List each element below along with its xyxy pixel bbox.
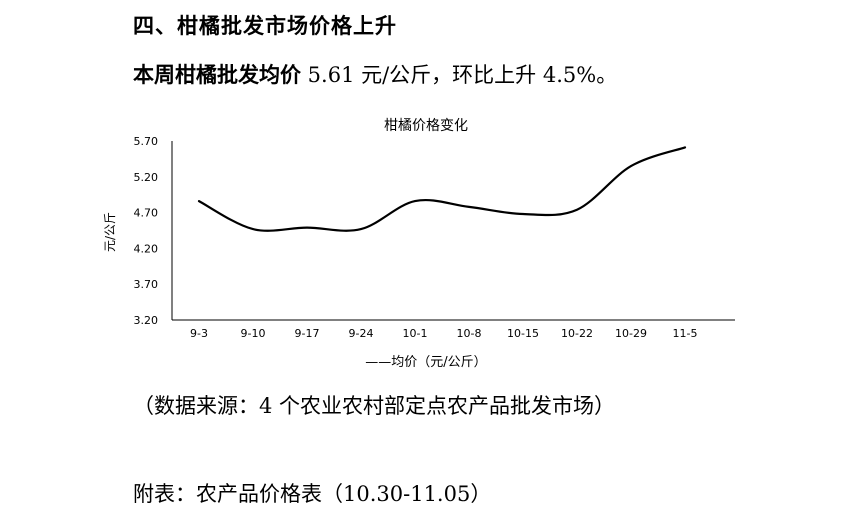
summary-label: 本周柑橘批发均价 <box>133 63 301 87</box>
legend-label: ——均价（元/公斤） <box>365 355 486 370</box>
section-heading: 四、柑橘批发市场价格上升 <box>133 14 397 38</box>
y-tick-label: 4.70 <box>134 207 159 220</box>
citrus-price-chart: 柑橘价格变化 元/公斤 5.70 5.20 4.70 4.20 3.70 3.20 9-3… <box>103 118 735 370</box>
x-tick-label: 10-29 <box>615 327 647 340</box>
appendix-caption: 附表：农产品价格表（10.30-11.05） <box>133 482 492 506</box>
summary-value-text: 5.61 元/公斤，环比上升 4.5%。 <box>301 63 618 87</box>
y-tick-label: 4.20 <box>134 242 159 255</box>
price-summary: 本周柑橘批发均价 5.61 元/公斤，环比上升 4.5%。 <box>133 59 617 89</box>
y-tick-label: 3.70 <box>134 278 159 291</box>
x-tick-label: 9-24 <box>349 327 374 340</box>
x-tick-label: 11-5 <box>673 327 698 340</box>
x-tick-label: 9-10 <box>241 327 266 340</box>
y-axis-label: 元/公斤 <box>103 212 117 252</box>
x-tick-label: 9-3 <box>190 327 208 340</box>
x-tick-label: 10-1 <box>403 327 428 340</box>
y-tick-label: 3.20 <box>134 314 159 327</box>
y-tick-label: 5.20 <box>134 171 159 184</box>
x-tick-label: 10-8 <box>457 327 482 340</box>
chart-title: 柑橘价格变化 <box>384 118 468 134</box>
y-tick-label: 5.70 <box>134 135 159 148</box>
y-tick-labels: 5.70 5.20 4.70 4.20 3.70 3.20 <box>134 135 159 327</box>
x-tick-label: 10-22 <box>561 327 593 340</box>
data-source-note: （数据来源：4 个农业农村部定点农产品批发市场） <box>133 394 616 418</box>
x-tick-labels: 9-3 9-10 9-17 9-24 10-1 10-8 10-15 10-22 10-29 11… <box>190 327 697 340</box>
x-tick-label: 9-17 <box>295 327 320 340</box>
average-price-line <box>197 146 687 232</box>
x-tick-label: 10-15 <box>507 327 539 340</box>
